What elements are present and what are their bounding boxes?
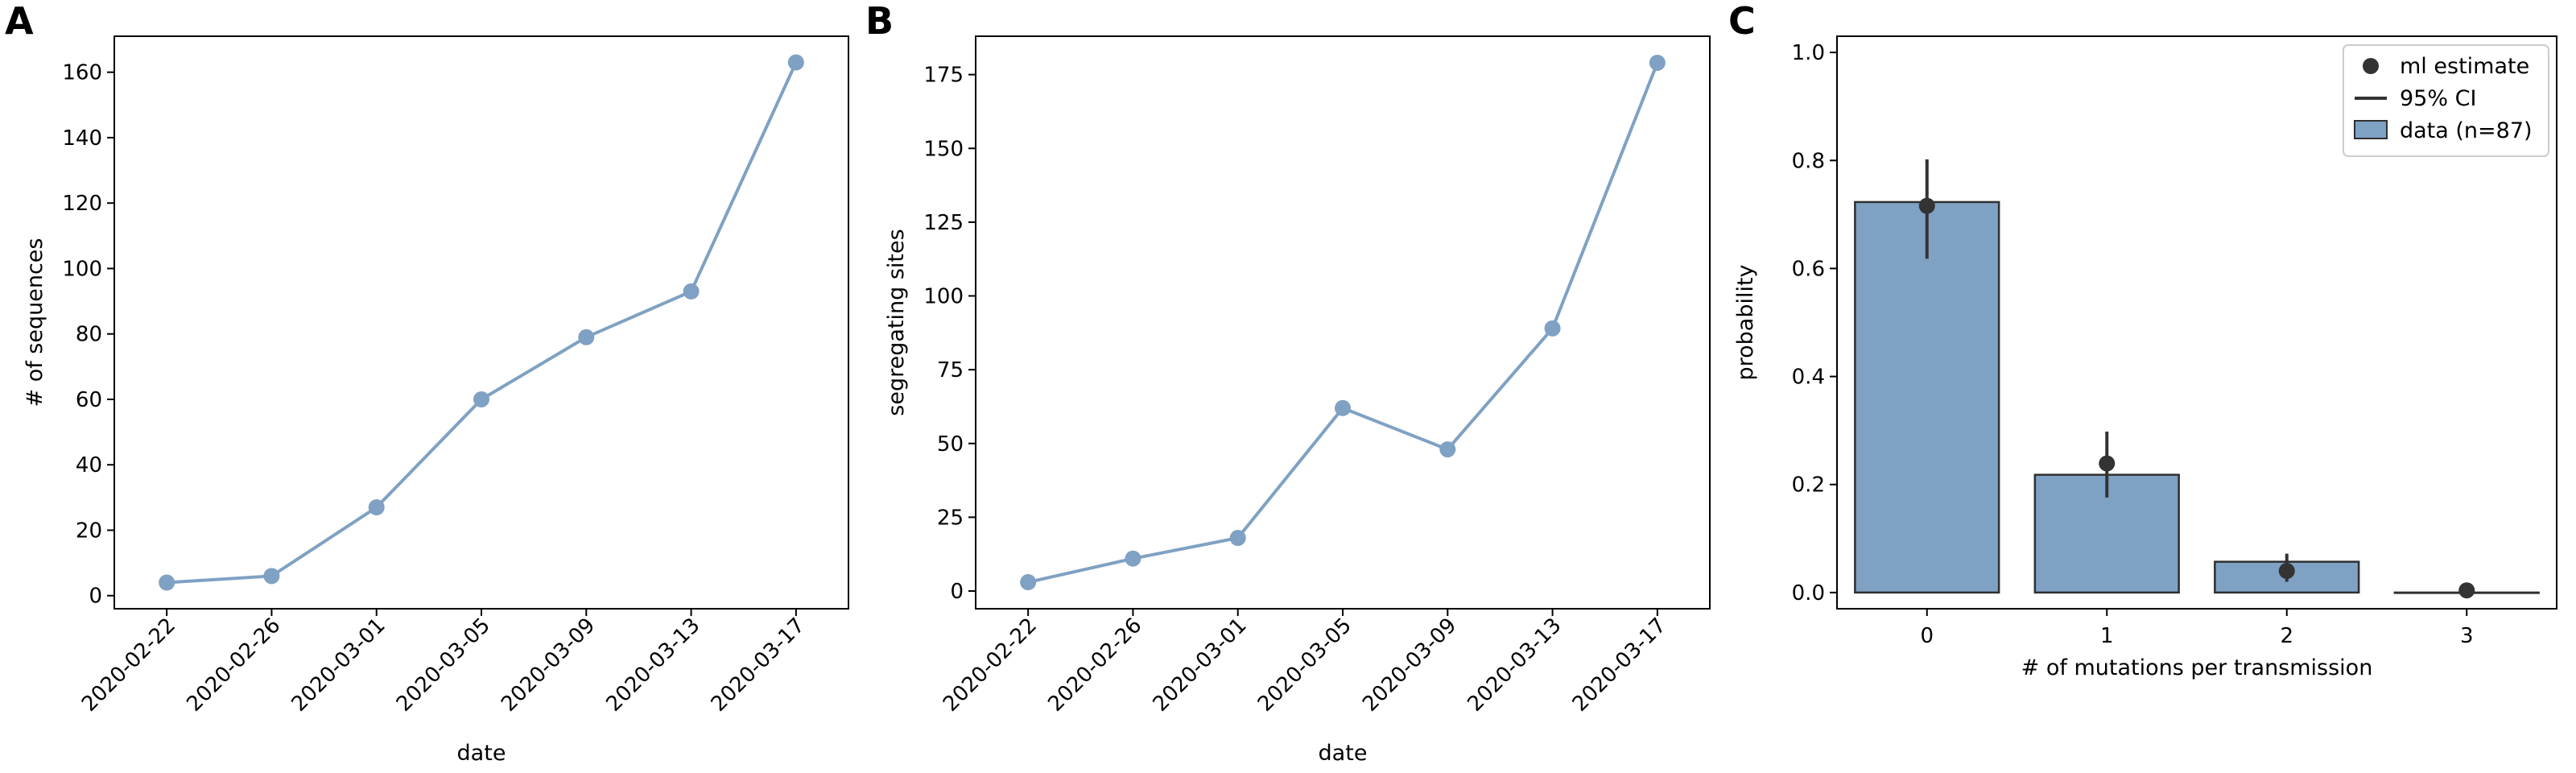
x-tick-label: 2020-02-22 — [77, 614, 180, 717]
legend-marker-data — [2354, 120, 2388, 139]
x-tick-label: 2020-03-09 — [1358, 614, 1461, 717]
x-tick-label: 2020-03-05 — [392, 614, 495, 717]
data-point — [787, 54, 804, 71]
x-tick-label: 2020-02-22 — [939, 614, 1042, 717]
y-tick-label: 175 — [923, 64, 964, 88]
data-point — [1020, 574, 1037, 591]
data-point — [1649, 54, 1666, 71]
y-tick-label: 0.6 — [1792, 257, 1825, 281]
x-tick-label: 2020-03-17 — [1568, 614, 1671, 717]
ml-estimate-point — [2278, 563, 2295, 580]
data-point — [1125, 550, 1141, 567]
data-point — [1439, 441, 1456, 458]
y-tick-label: 0.4 — [1792, 366, 1825, 390]
data-point — [263, 568, 280, 585]
y-tick-label: 0 — [950, 580, 964, 604]
y-tick-label: 150 — [923, 137, 964, 161]
ml-estimate-point — [2458, 582, 2475, 599]
panel-letter: B — [865, 0, 894, 43]
x-tick-label: 2020-03-05 — [1253, 614, 1356, 717]
data-point — [578, 329, 595, 345]
y-axis-label: segregating sites — [884, 229, 909, 415]
x-tick-label: 2020-02-26 — [182, 614, 285, 717]
y-tick-label: 75 — [937, 358, 964, 382]
x-tick-label: 0 — [1920, 624, 1934, 648]
x-tick-label: 2020-03-13 — [601, 614, 704, 717]
panel-letter: A — [5, 0, 34, 43]
x-tick-label: 2020-03-17 — [707, 614, 810, 717]
legend-box — [2343, 44, 2549, 157]
x-tick-label: 1 — [2100, 624, 2114, 648]
y-tick-label: 40 — [76, 453, 102, 477]
panel-b: B 0 25 50 75 100 125 150 175 segregating sites 202… — [865, 0, 1711, 766]
y-tick-label: 60 — [76, 388, 102, 412]
y-axis-label: # of sequences — [23, 238, 47, 407]
y-tick-label: 80 — [76, 323, 102, 347]
y-tick-label: 160 — [62, 61, 102, 85]
y-tick-label: 0.2 — [1792, 473, 1825, 498]
data-point — [368, 499, 385, 516]
y-tick-label: 25 — [937, 506, 964, 530]
data-point — [1335, 399, 1351, 416]
y-tick-label: 140 — [62, 126, 102, 151]
x-tick-label: 2 — [2280, 624, 2293, 648]
x-axis-label: date — [1319, 741, 1368, 766]
series-line — [167, 61, 798, 585]
y-tick-label: 0.0 — [1792, 581, 1825, 606]
panel-a: A 0 20 40 60 80 100 120 140 160 # of sequences 2020… — [5, 0, 849, 766]
data-point — [159, 574, 175, 591]
legend-label: ml estimate — [2400, 54, 2529, 79]
x-tick-label: 2020-03-01 — [287, 614, 390, 717]
x-tick-label: 2020-02-26 — [1043, 614, 1146, 717]
legend-marker-estimate — [2363, 58, 2379, 74]
y-tick-label: 0 — [89, 585, 102, 609]
y-tick-label: 125 — [923, 211, 964, 235]
data-point — [683, 283, 700, 300]
legend: ml estimate 95% CI data (n=87) — [2343, 44, 2549, 157]
data-point — [473, 391, 489, 407]
plot-frame — [1836, 35, 2557, 610]
y-tick-label: 100 — [923, 285, 964, 309]
y-tick-label: 0.8 — [1792, 149, 1825, 173]
x-tick-label: 2020-03-01 — [1149, 614, 1252, 717]
plot-frame — [114, 35, 849, 610]
legend-label: data (n=87) — [2400, 118, 2533, 143]
bar — [1854, 200, 2000, 594]
x-tick-label: 3 — [2460, 624, 2474, 648]
panel-letter: C — [1728, 0, 1756, 43]
ml-estimate-point — [2099, 455, 2116, 472]
x-axis-label: # of mutations per transmission — [2021, 655, 2373, 680]
ml-estimate-point — [1918, 197, 1935, 214]
data-point — [1544, 320, 1561, 337]
y-axis-label: probability — [1733, 264, 1758, 380]
data-point — [1229, 530, 1246, 547]
series-line — [1027, 62, 1659, 584]
y-tick-label: 20 — [76, 519, 102, 543]
x-tick-label: 2020-03-13 — [1463, 614, 1566, 717]
y-tick-label: 100 — [62, 257, 102, 281]
legend-label: 95% CI — [2400, 86, 2476, 111]
x-axis-label: date — [457, 741, 506, 766]
panel-c: C 0.0 0.2 0.4 0.6 0.8 1.0 probability 0 1 2 3 # of m… — [1728, 0, 2557, 680]
y-tick-label: 1.0 — [1792, 41, 1825, 65]
y-tick-label: 50 — [937, 432, 964, 457]
x-tick-label: 2020-03-09 — [497, 614, 600, 717]
plot-frame — [975, 35, 1711, 610]
y-tick-label: 120 — [62, 192, 102, 216]
